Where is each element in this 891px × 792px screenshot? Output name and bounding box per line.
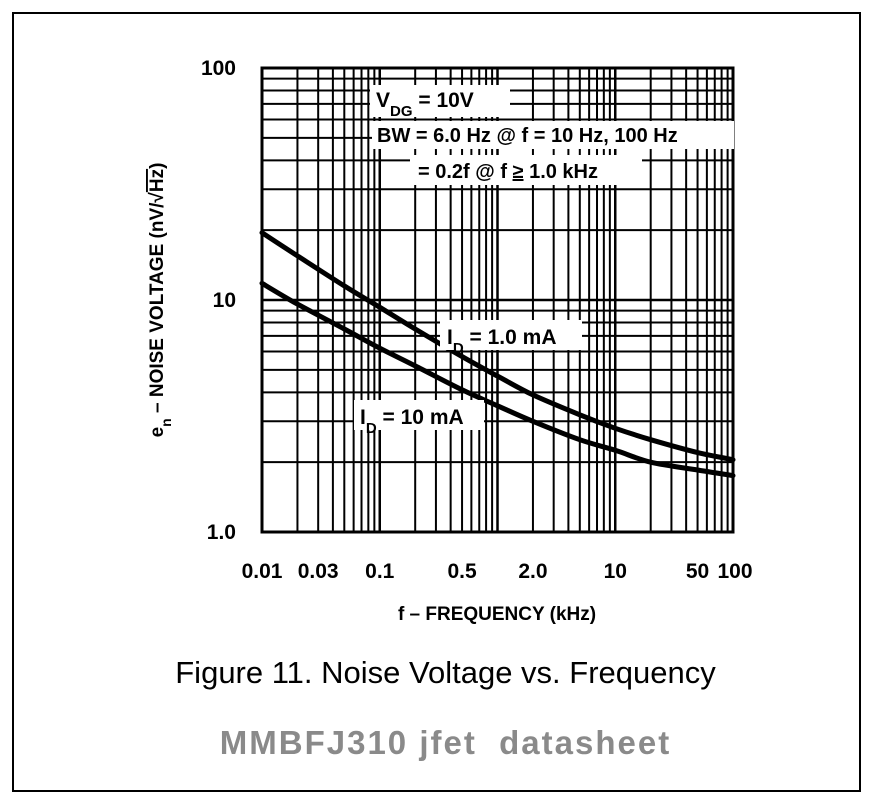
series-lines: ID = 1.0 mA ID = 10 mA [259, 230, 736, 479]
y-tick-label: 1.0 [207, 521, 236, 544]
x-axis-label: f – FREQUENCY (kHz) [398, 604, 596, 625]
y-tick-label: 10 [213, 289, 236, 312]
y-tick-labels: 1.0 10 100 [201, 57, 236, 544]
ylabel-rest: – NOISE VOLTAGE (nV/ [147, 202, 168, 418]
x-tick-label: 0.01 [242, 560, 283, 583]
conditions-bg-3 [410, 155, 642, 185]
watermark-text: MMBFJ310 jfet datasheet [219, 724, 672, 761]
series-line-2 [259, 280, 736, 479]
series-label-2: ID = 10 mA [360, 406, 464, 437]
ylabel-close: ) [147, 163, 168, 169]
condition-bandwidth: BW = 6.0 Hz @ f = 10 Hz, 100 Hz [377, 125, 678, 147]
x-tick-label: 0.1 [365, 560, 395, 583]
conditions-bg-2 [372, 121, 734, 149]
series-line-1 [259, 230, 736, 463]
plot-border [260, 66, 735, 534]
series-label-bg [354, 400, 484, 430]
condition-vdg: VDG = 10V [376, 89, 474, 120]
noise-voltage-chart: VDG = 10V BW = 6.0 Hz @ f = 10 Hz, 100 Hz… [147, 57, 753, 625]
condition-bandwidth-high: = 0.2f @ f ≥ 1.0 kHz [418, 161, 598, 183]
conditions-bg-1 [370, 85, 510, 117]
y-tick-label: 100 [201, 57, 236, 80]
ylabel-sub: n [158, 418, 174, 427]
y-axis-label: en – NOISE VOLTAGE (nV/√Hz) [147, 163, 174, 438]
conditions-box: VDG = 10V BW = 6.0 Hz @ f = 10 Hz, 100 Hz… [370, 85, 734, 185]
ylabel-main: e [147, 427, 168, 438]
series-label-bg [440, 320, 582, 350]
x-tick-label: 50 [686, 560, 709, 583]
figure-caption: Figure 11. Noise Voltage vs. Frequency [175, 655, 716, 690]
series-label-1: ID = 1.0 mA [447, 326, 557, 357]
x-tick-label: 0.5 [447, 560, 477, 583]
svg-text:en – NOISE VOLTAGE (nV/√Hz): en – NOISE VOLTAGE (nV/√Hz) [147, 163, 174, 438]
ylabel-root-sign: √ [147, 192, 168, 203]
x-tick-label: 10 [604, 560, 627, 583]
ylabel-root-body: Hz [147, 169, 168, 192]
x-tick-label: 100 [717, 560, 752, 583]
x-tick-label: 2.0 [518, 560, 547, 583]
x-tick-labels: 0.01 0.03 0.1 0.5 2.0 10 50 100 [242, 560, 753, 583]
x-tick-label: 0.03 [298, 560, 339, 583]
